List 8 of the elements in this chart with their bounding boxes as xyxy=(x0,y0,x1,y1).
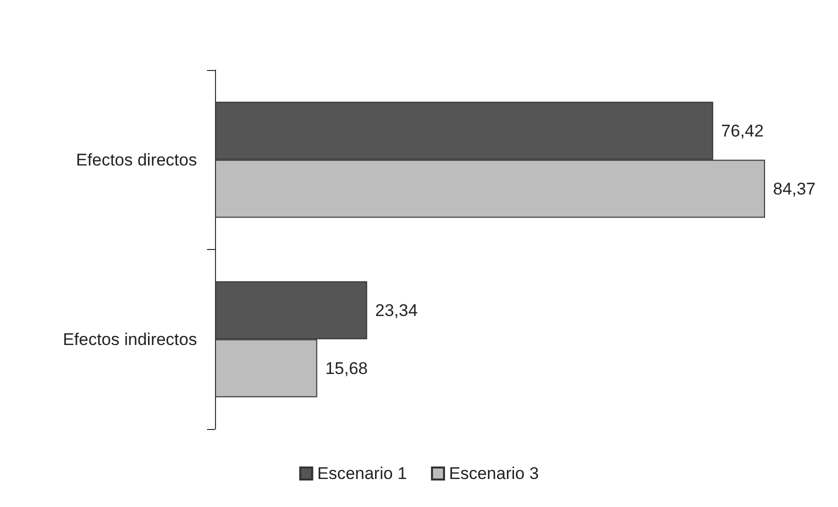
y-tick-label: Efectos indirectos xyxy=(62,330,197,349)
legend-label: Escenario 1 xyxy=(317,464,408,483)
y-tick-label: Efectos directos xyxy=(76,150,197,170)
data-label: 76,42 xyxy=(721,121,764,140)
legend-label: Escenario 3 xyxy=(449,464,539,483)
data-label: 23,34 xyxy=(375,300,418,320)
data-label: 15,68 xyxy=(325,358,368,378)
data-label: 84,37 xyxy=(773,179,816,198)
